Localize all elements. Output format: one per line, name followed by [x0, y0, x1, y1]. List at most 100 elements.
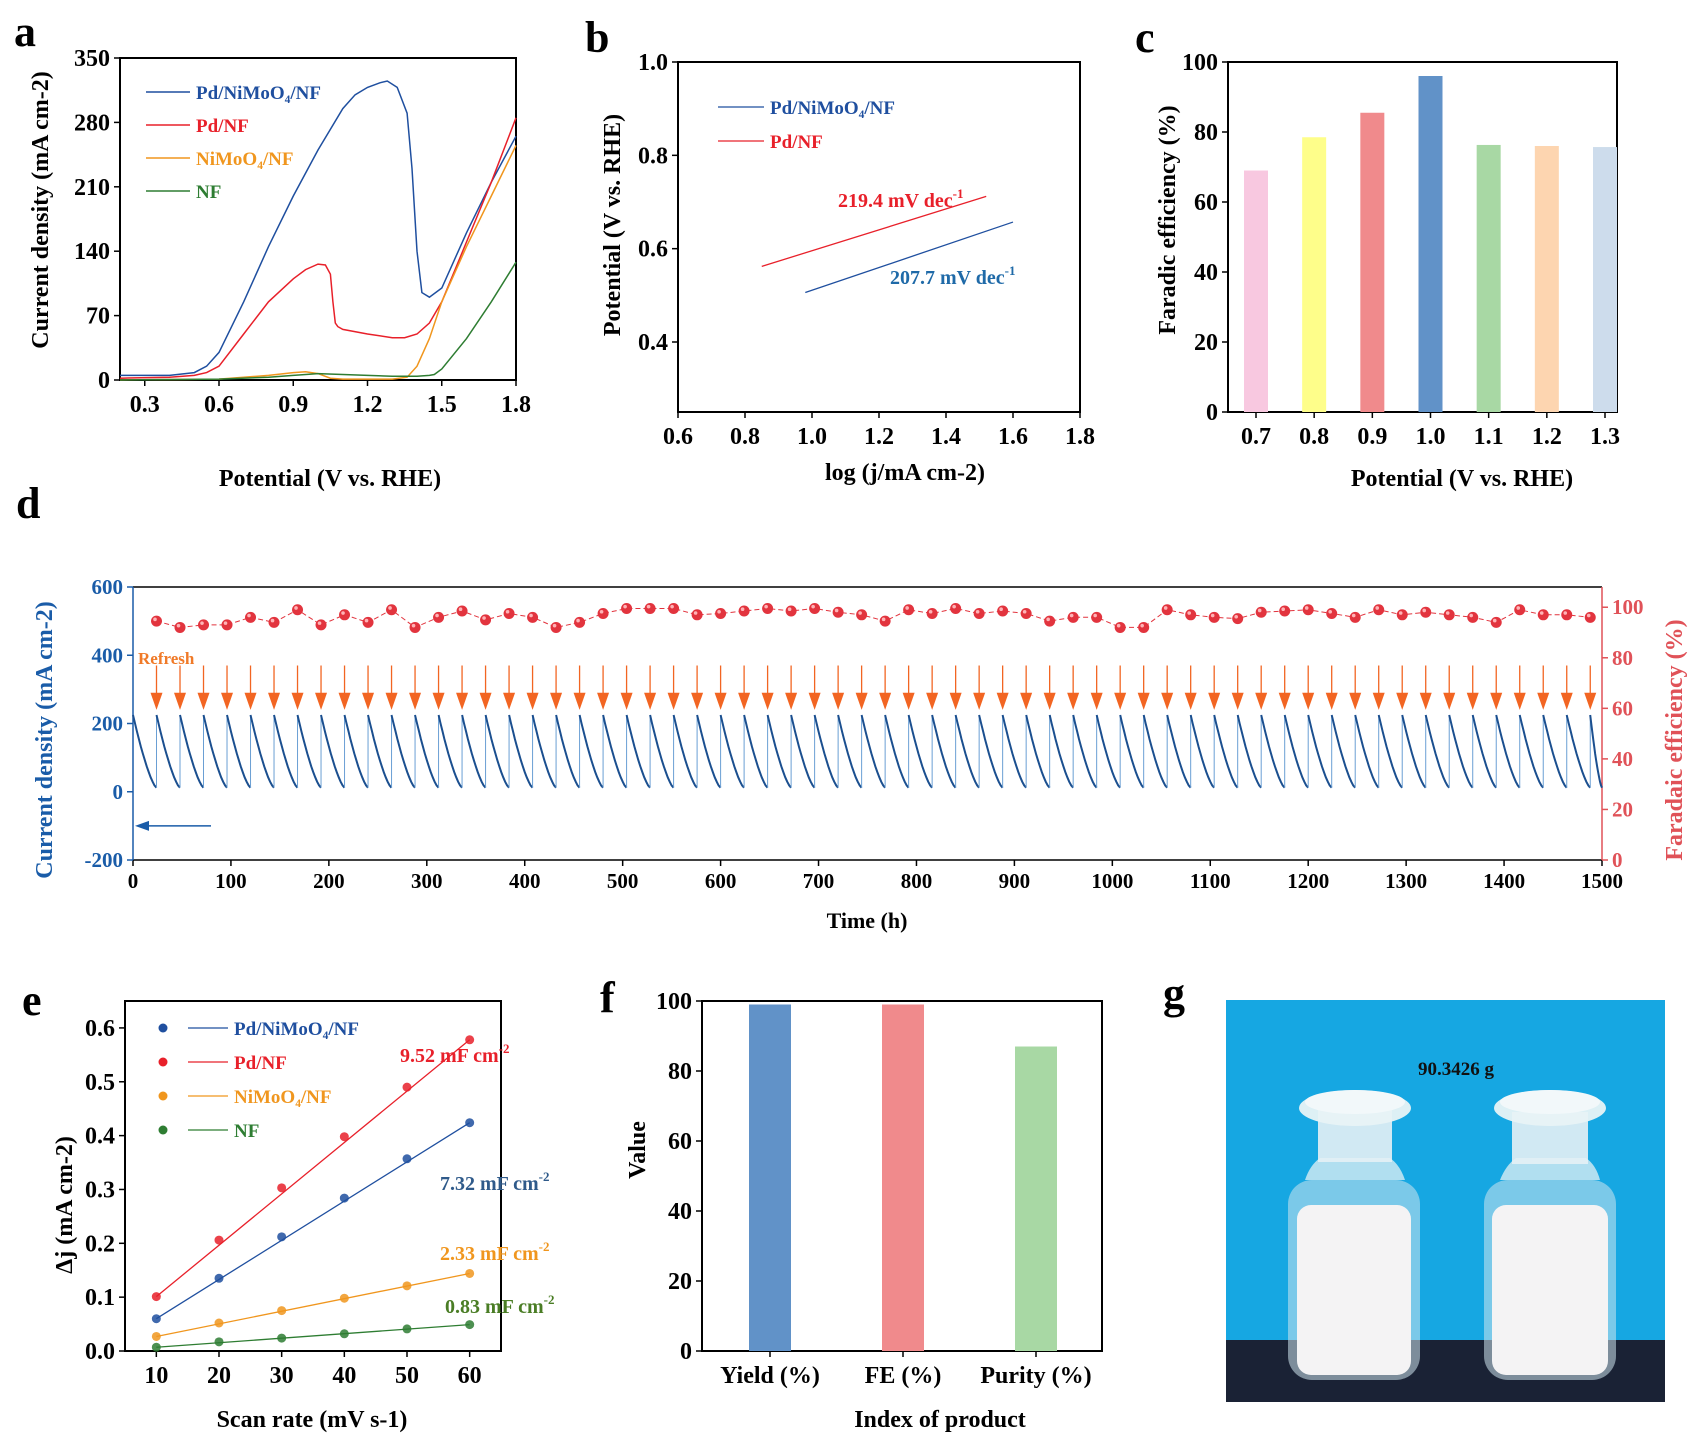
d-fe-point-highlight	[834, 608, 839, 613]
d-fe-point-highlight	[1046, 617, 1050, 622]
panel-letter-b: b	[585, 13, 609, 62]
e-legend-label: Pd/NiMoO₄/NF	[234, 1019, 359, 1040]
e-data-point	[214, 1337, 224, 1347]
d-current-cycle	[1095, 714, 1121, 789]
d-current-cycle	[1377, 714, 1403, 789]
b-xlabel: log (j/mA cm-2)	[825, 460, 985, 486]
d-fe-point-highlight	[364, 618, 369, 623]
d-fe-point	[433, 611, 445, 623]
e-data-point	[339, 1329, 349, 1339]
e-fit-line	[155, 1039, 471, 1298]
d-fe-point-highlight	[200, 621, 204, 625]
e-ytick-label: 0.0	[85, 1339, 115, 1365]
b-legend-label: Pd/NF	[770, 132, 823, 153]
d-fe-point	[1396, 609, 1408, 621]
d-current-cycle	[1518, 714, 1544, 789]
panel-letter-c: c	[1135, 13, 1155, 62]
d-xtick-label: 500	[607, 869, 639, 893]
d-fe-point	[1467, 611, 1479, 623]
d-fe-point	[1161, 604, 1173, 616]
a-ytick-label: 280	[74, 110, 110, 136]
d-refresh-arrow-head	[973, 692, 986, 710]
d-refresh-arrow-head	[761, 692, 774, 710]
d-xtick-label: 200	[313, 869, 345, 893]
d-refresh-arrow-head	[503, 692, 516, 710]
e-data-point	[402, 1281, 412, 1291]
d-refresh-arrow-head	[432, 692, 445, 710]
a-series-line-2	[119, 145, 517, 381]
d-refresh-arrow-head	[573, 692, 586, 710]
d-fe-point-highlight	[1539, 611, 1544, 615]
a-series-line-0	[120, 80, 517, 377]
a-ytick-label: 350	[74, 46, 110, 72]
panel-b-tafel-chart: Potential (V vs. RHE) log (j/mA cm-2) Pd…	[600, 50, 1095, 486]
d-fe-point	[1443, 609, 1455, 621]
d-fe-point-highlight	[552, 623, 557, 628]
d-current-cycle	[837, 714, 863, 789]
d-current-cycle	[437, 714, 463, 789]
d-fe-point	[1373, 604, 1385, 616]
d-refresh-arrow-head	[996, 692, 1009, 710]
b-ytick-label: 0.4	[638, 330, 668, 356]
d-fe-point	[762, 602, 774, 614]
d-current-cycle	[954, 714, 980, 789]
d-fe-point	[339, 609, 351, 621]
d-fe-point-highlight	[223, 621, 228, 625]
d-fe-point	[1302, 604, 1314, 616]
b-series-line-0	[805, 221, 1014, 294]
d-xtick-label: 700	[803, 869, 835, 893]
d-fe-point	[1138, 621, 1150, 633]
d-refresh-arrow-head	[1396, 692, 1409, 710]
b-annotation-pdnf: 219.4 mV dec-1	[838, 186, 963, 212]
d-current-cycle	[978, 714, 1004, 789]
d-refresh-arrow-head	[879, 692, 892, 710]
b-ylabel: Potential (V vs. RHE)	[600, 114, 626, 336]
a-xtick-label: 1.8	[501, 392, 531, 418]
d-current-cycle	[931, 714, 957, 789]
b-ytick-label: 0.6	[638, 237, 668, 263]
d-xtick-label: 1200	[1287, 869, 1329, 893]
a-xtick-label: 0.3	[130, 392, 160, 418]
d-current-cycle	[1166, 714, 1192, 789]
d-current-cycle	[202, 714, 228, 789]
d-fe-point	[409, 621, 421, 633]
d-current-cycle	[179, 714, 205, 789]
d-y2tick-label: 100	[1612, 595, 1644, 619]
d-fe-point-highlight	[1375, 606, 1380, 610]
panel-d-stability-chart: Current density (mA cm-2) Faradaic effic…	[32, 575, 1688, 933]
e-plot-frame	[124, 1000, 502, 1352]
d-refresh-arrow-head	[1372, 692, 1385, 710]
d-fe-point	[997, 605, 1009, 617]
d-current-cycle	[155, 714, 181, 789]
d-fe-point-highlight	[670, 604, 674, 609]
d-fe-point	[1255, 606, 1267, 618]
d-fe-point-highlight	[764, 604, 768, 609]
d-fe-point	[1185, 609, 1197, 621]
d-fe-point-highlight	[975, 609, 980, 614]
d-fe-point-highlight	[1445, 611, 1450, 615]
d-current-cycle	[484, 714, 510, 789]
a-xlabel: Potential (V vs. RHE)	[219, 466, 441, 492]
d-fe-point-highlight	[317, 621, 322, 625]
c-bar	[1534, 146, 1559, 412]
d-y2tick-label: 0	[1612, 848, 1623, 872]
d-current-cycle	[1330, 714, 1356, 789]
e-legend-marker	[158, 1091, 168, 1101]
c-bar	[1244, 170, 1268, 412]
d-fe-point	[480, 614, 492, 626]
d-refresh-arrow-head	[855, 692, 868, 710]
d-fe-point	[644, 602, 656, 614]
d-refresh-arrow-head	[1161, 692, 1174, 710]
e-data-point	[277, 1306, 287, 1316]
d-refresh-arrow-head	[1537, 692, 1550, 710]
d-fe-point	[691, 609, 703, 621]
e-xtick-label: 50	[395, 1363, 419, 1389]
d-refresh-arrow-head	[1137, 692, 1150, 710]
d-axis-indicator-arrow-head	[135, 820, 149, 831]
d-current-cycle	[602, 714, 628, 789]
d-fe-point-highlight	[1234, 614, 1238, 619]
d-current-cycle	[367, 714, 393, 789]
d-fe-point	[456, 605, 468, 617]
d-xtick-label: 1400	[1483, 869, 1525, 893]
d-fe-point-highlight	[458, 607, 463, 612]
